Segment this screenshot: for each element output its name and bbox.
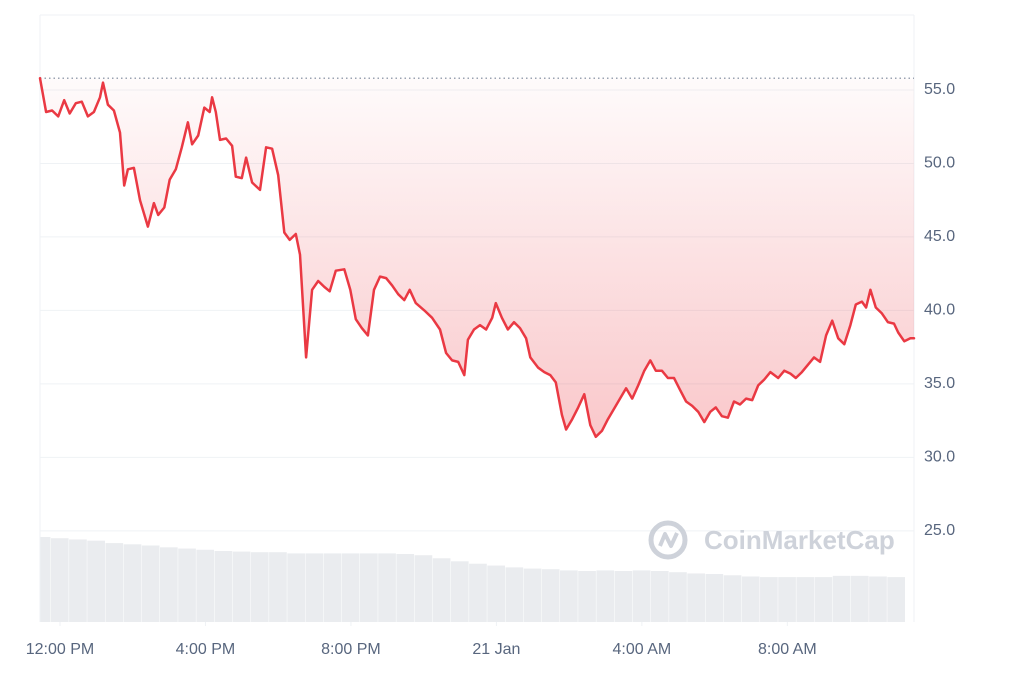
volume-bar <box>469 563 487 622</box>
volume-bar <box>196 549 215 622</box>
volume-bar <box>341 553 360 622</box>
volume-bar <box>432 558 451 622</box>
volume-bar <box>40 537 51 622</box>
price-area <box>40 78 914 437</box>
volume-bar <box>560 570 578 622</box>
x-tick-label: 4:00 PM <box>176 641 236 658</box>
volume-bar <box>578 571 596 622</box>
volume-bar <box>869 576 887 622</box>
volume-bar <box>632 570 651 622</box>
watermark-logo-mark <box>658 532 679 548</box>
x-tick-label: 21 Jan <box>472 641 520 658</box>
volume-bar <box>269 552 287 622</box>
volume-bar <box>760 577 778 622</box>
volume-bar <box>614 571 633 622</box>
volume-bar <box>141 545 160 622</box>
volume-bar <box>705 574 724 622</box>
line-layer <box>38 76 916 439</box>
volume-bar <box>669 572 687 622</box>
watermark-text: CoinMarketCap <box>704 525 895 555</box>
volume-bar <box>650 571 669 622</box>
volume-bar <box>105 543 124 622</box>
volume-bar <box>414 555 433 622</box>
volume-bar <box>523 568 542 622</box>
volume-bar <box>396 554 415 622</box>
volume-bar <box>87 540 105 622</box>
x-tick-label: 12:00 PM <box>26 641 94 658</box>
volume-bar <box>596 570 615 622</box>
volume-bar <box>687 573 706 622</box>
volume-bar <box>887 577 906 622</box>
watermark-logo <box>648 520 688 560</box>
volume-bar <box>832 575 851 622</box>
y-tick-label: 25.0 <box>924 522 955 539</box>
y-tick-label: 45.0 <box>924 228 955 245</box>
volume-bar <box>69 539 87 622</box>
volume-bar <box>232 551 251 622</box>
x-tick-label: 8:00 AM <box>758 641 817 658</box>
y-tick-label: 40.0 <box>924 302 955 319</box>
y-tick-label: 55.0 <box>924 81 955 98</box>
y-tick-label: 50.0 <box>924 155 955 172</box>
volume-bar <box>723 575 742 622</box>
volume-bar <box>378 553 396 622</box>
x-tick-label: 4:00 AM <box>613 641 672 658</box>
volume-bar <box>160 547 178 622</box>
y-tick-label: 35.0 <box>924 375 955 392</box>
volume-bar <box>450 561 469 622</box>
volume-bar <box>178 548 196 622</box>
volume-bar <box>505 567 524 622</box>
volume-bar <box>796 577 815 622</box>
volume-bar <box>305 553 324 622</box>
volume-bar <box>250 552 269 622</box>
y-tick-label: 30.0 <box>924 449 955 466</box>
watermark: CoinMarketCap <box>648 520 895 560</box>
volume-bar <box>541 569 560 622</box>
volume-bar <box>487 565 505 622</box>
area-layer <box>40 78 914 437</box>
volume-bar <box>50 538 69 622</box>
volume-bar <box>814 577 833 622</box>
volume-bar <box>741 576 760 622</box>
x-tick-label: 8:00 PM <box>321 641 381 658</box>
volume-bar <box>214 550 233 622</box>
volume-bar <box>287 553 305 622</box>
volume-bar <box>360 553 378 622</box>
volume-layer <box>40 537 906 622</box>
volume-bar <box>850 575 869 622</box>
volume-bar <box>778 577 796 622</box>
volume-bar <box>323 553 342 622</box>
price-line <box>38 76 916 439</box>
volume-bar <box>123 544 142 622</box>
